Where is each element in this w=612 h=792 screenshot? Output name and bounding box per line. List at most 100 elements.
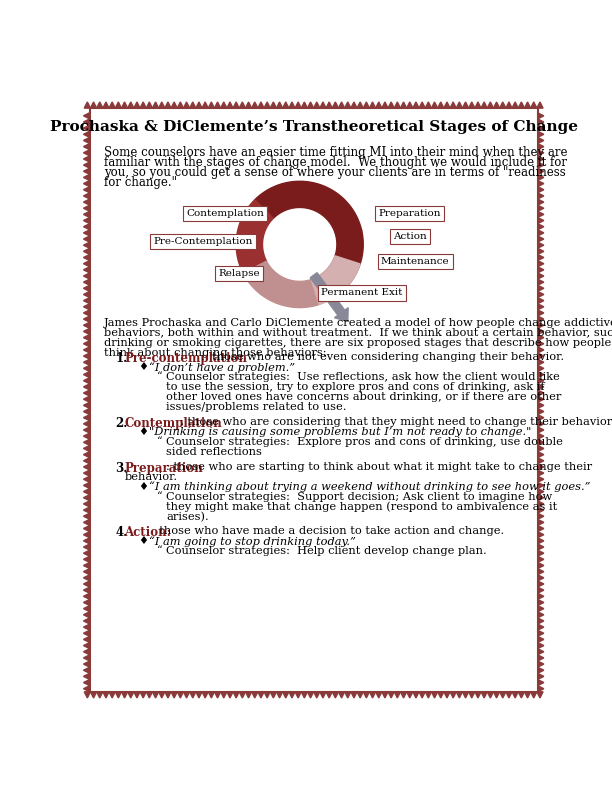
Text: to use the session, try to explore pros and cons of drinking, ask if: to use the session, try to explore pros …	[166, 383, 545, 392]
Polygon shape	[537, 329, 544, 334]
FancyBboxPatch shape	[76, 95, 551, 705]
Polygon shape	[140, 102, 146, 109]
Polygon shape	[128, 102, 134, 109]
Polygon shape	[83, 359, 90, 365]
Polygon shape	[83, 156, 90, 162]
Polygon shape	[83, 248, 90, 254]
Polygon shape	[83, 409, 90, 414]
Polygon shape	[83, 569, 90, 575]
Polygon shape	[537, 162, 544, 168]
Polygon shape	[537, 611, 544, 618]
Polygon shape	[537, 390, 544, 396]
Polygon shape	[83, 562, 90, 569]
Polygon shape	[419, 691, 425, 698]
Polygon shape	[83, 593, 90, 600]
Polygon shape	[83, 131, 90, 137]
Polygon shape	[271, 691, 277, 698]
Polygon shape	[233, 102, 239, 109]
Polygon shape	[537, 402, 544, 409]
Polygon shape	[444, 691, 450, 698]
Polygon shape	[152, 102, 159, 109]
Polygon shape	[239, 102, 245, 109]
Polygon shape	[537, 655, 544, 661]
Polygon shape	[475, 691, 481, 698]
Polygon shape	[83, 291, 90, 298]
Polygon shape	[537, 137, 544, 143]
Polygon shape	[83, 581, 90, 587]
Polygon shape	[171, 691, 177, 698]
Polygon shape	[277, 691, 283, 698]
Text: Counselor strategies:  Use reflections, ask how the client would like: Counselor strategies: Use reflections, a…	[166, 372, 560, 383]
Polygon shape	[537, 112, 544, 119]
Polygon shape	[227, 691, 233, 698]
Polygon shape	[295, 691, 301, 698]
Polygon shape	[537, 538, 544, 544]
Polygon shape	[537, 236, 544, 242]
Text: ♦: ♦	[138, 427, 149, 437]
Polygon shape	[537, 187, 544, 192]
Polygon shape	[258, 102, 264, 109]
Polygon shape	[537, 279, 544, 285]
Polygon shape	[345, 691, 351, 698]
Polygon shape	[537, 384, 544, 390]
Polygon shape	[109, 102, 115, 109]
Polygon shape	[537, 470, 544, 476]
Polygon shape	[537, 421, 544, 427]
Polygon shape	[83, 168, 90, 174]
Polygon shape	[83, 174, 90, 181]
Polygon shape	[338, 102, 345, 109]
Polygon shape	[159, 691, 165, 698]
Text: Contemplation: Contemplation	[125, 417, 222, 430]
Polygon shape	[537, 303, 544, 310]
Polygon shape	[537, 587, 544, 593]
Polygon shape	[83, 538, 90, 544]
Polygon shape	[83, 218, 90, 223]
Polygon shape	[83, 378, 90, 384]
Polygon shape	[221, 102, 227, 109]
Polygon shape	[425, 691, 431, 698]
Polygon shape	[537, 562, 544, 569]
Polygon shape	[83, 587, 90, 593]
Polygon shape	[190, 691, 196, 698]
Polygon shape	[83, 267, 90, 273]
Polygon shape	[83, 261, 90, 267]
Polygon shape	[431, 102, 438, 109]
Polygon shape	[314, 102, 320, 109]
Polygon shape	[83, 433, 90, 440]
Polygon shape	[438, 691, 444, 698]
Polygon shape	[537, 667, 544, 673]
Polygon shape	[252, 102, 258, 109]
Polygon shape	[83, 618, 90, 624]
Polygon shape	[537, 673, 544, 680]
Polygon shape	[307, 691, 314, 698]
Polygon shape	[91, 102, 97, 109]
Text: Preparation: Preparation	[125, 462, 203, 474]
Text: “I am going to stop drinking today.”: “I am going to stop drinking today.”	[149, 536, 356, 547]
Polygon shape	[537, 223, 544, 230]
Polygon shape	[83, 162, 90, 168]
Text: Pre-Contemplation: Pre-Contemplation	[153, 237, 253, 246]
Polygon shape	[531, 691, 537, 698]
Polygon shape	[83, 316, 90, 322]
Polygon shape	[239, 691, 245, 698]
Polygon shape	[537, 544, 544, 550]
Polygon shape	[406, 102, 413, 109]
Polygon shape	[84, 691, 91, 698]
Polygon shape	[243, 261, 319, 307]
Polygon shape	[537, 230, 544, 236]
Polygon shape	[537, 507, 544, 513]
Polygon shape	[233, 691, 239, 698]
Polygon shape	[83, 482, 90, 489]
Polygon shape	[83, 353, 90, 359]
Polygon shape	[537, 248, 544, 254]
Polygon shape	[146, 691, 152, 698]
Polygon shape	[481, 691, 487, 698]
Polygon shape	[537, 445, 544, 451]
Text: ♦: ♦	[138, 536, 149, 546]
Polygon shape	[159, 102, 165, 109]
Polygon shape	[537, 310, 544, 316]
Polygon shape	[332, 102, 338, 109]
Polygon shape	[537, 168, 544, 174]
Polygon shape	[83, 476, 90, 482]
Polygon shape	[83, 143, 90, 150]
